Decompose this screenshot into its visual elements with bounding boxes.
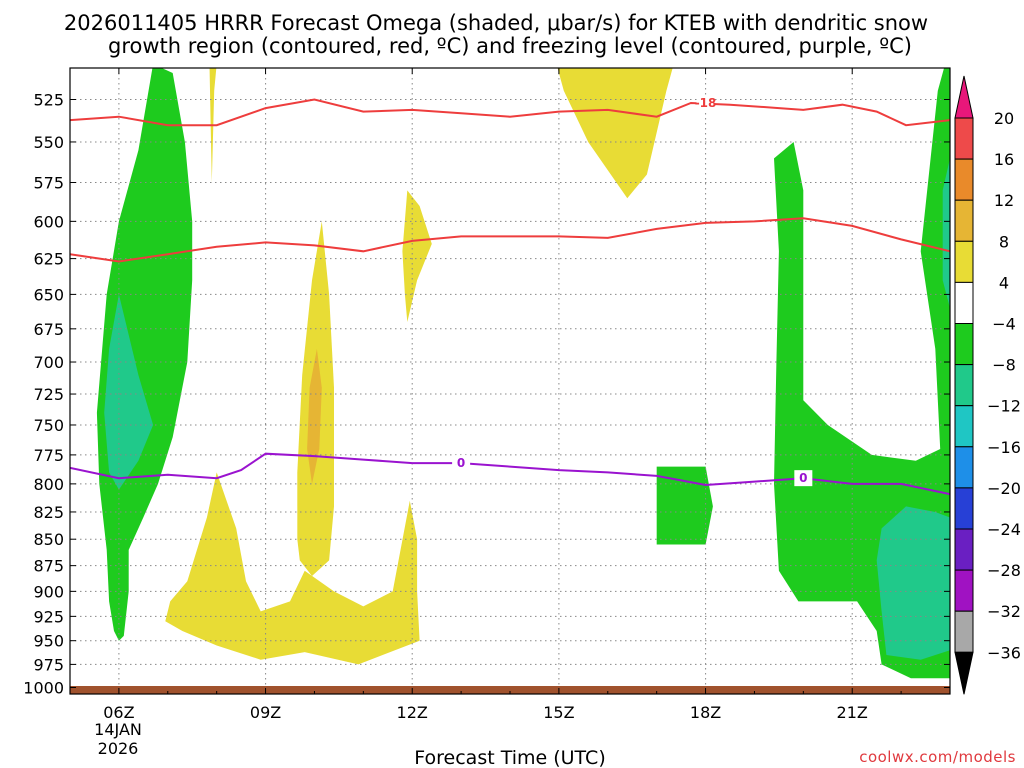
x-tick-label-09Z: 09Z <box>250 703 281 722</box>
colorbar-label-8: −16 <box>987 438 1021 457</box>
colorbar-bin-13 <box>954 610 974 653</box>
colorbar-label-5: −4 <box>992 315 1016 334</box>
y-tick-label-975: 975 <box>33 655 64 674</box>
contour-dgz-bottom <box>70 217 950 263</box>
omega-region-9 <box>656 466 713 545</box>
y-tick-label-575: 575 <box>33 174 64 193</box>
colorbar-bin-2 <box>954 158 974 201</box>
y-tick-label-875: 875 <box>33 557 64 576</box>
y-tick-label-925: 925 <box>33 607 64 626</box>
colorbar-cap-bottom <box>954 651 974 695</box>
colorbar-label-12: −32 <box>987 602 1021 621</box>
omega-region-8 <box>557 68 673 199</box>
x-tick-label-06Z: 06Z <box>103 703 134 722</box>
omega-region-12 <box>942 158 950 309</box>
y-tick-label-525: 525 <box>33 91 64 110</box>
x-tick-label-15Z: 15Z <box>543 703 574 722</box>
omega-region-1 <box>96 68 193 641</box>
y-tick-label-1000: 1000 <box>23 679 64 698</box>
colorbar-label-13: −36 <box>987 643 1021 662</box>
x-axis-label: Forecast Time (UTC) <box>414 747 605 768</box>
x-date-line-1: 14JAN <box>94 720 142 739</box>
colorbar-label-6: −8 <box>992 356 1016 375</box>
colorbar-bin-12 <box>954 569 974 612</box>
x-tick-label-18Z: 18Z <box>690 703 721 722</box>
colorbar-label-1: 16 <box>994 150 1014 169</box>
y-axis: 525 550 575 600 625 650 675 700 725 750 775 800 825 8… <box>23 91 950 698</box>
colorbar-bin-1 <box>954 117 974 160</box>
contour-label-bg-freezing-level-1 <box>794 470 813 487</box>
temperature-contours: -18 0 0 <box>70 94 950 496</box>
colorbar-label-10: −24 <box>987 520 1021 539</box>
colorbar-label-2: 12 <box>994 191 1014 210</box>
colorbar-label-3: 8 <box>999 232 1009 251</box>
colorbar-bin-9 <box>954 446 974 489</box>
y-tick-label-725: 725 <box>33 385 64 404</box>
contour-dgz-top <box>70 98 950 127</box>
y-tick-label-950: 950 <box>33 632 64 651</box>
y-tick-label-700: 700 <box>33 353 64 372</box>
colorbar-label-7: −12 <box>987 397 1021 416</box>
colorbar-bin-5 <box>954 281 974 324</box>
y-tick-label-625: 625 <box>33 250 64 269</box>
x-tick-label-21Z: 21Z <box>837 703 868 722</box>
colorbar-cap-top <box>954 75 974 119</box>
y-tick-label-850: 850 <box>33 530 64 549</box>
colorbar-label-4: 4 <box>999 273 1009 292</box>
chart-title-line-2: growth region (contoured, red, ºC) and f… <box>108 34 912 58</box>
contour-label-bg-freezing-level-0 <box>452 455 471 472</box>
source-credit: coolwx.com/models <box>859 748 1016 766</box>
colorbar-bin-11 <box>954 528 974 571</box>
y-tick-label-650: 650 <box>33 285 64 304</box>
contour-label-dgz-top-0: -18 <box>695 96 717 110</box>
colorbar-bin-7 <box>954 364 974 407</box>
y-tick-label-775: 775 <box>33 446 64 465</box>
colorbar-bin-8 <box>954 405 974 448</box>
x-date-line-2: 2026 <box>98 739 139 758</box>
grid-lines <box>70 68 950 694</box>
omega-region-7 <box>165 472 420 665</box>
omega-region-2 <box>104 294 154 490</box>
y-tick-label-900: 900 <box>33 582 64 601</box>
colorbar-label-11: −28 <box>987 561 1021 580</box>
x-tick-label-12Z: 12Z <box>397 703 428 722</box>
chart-title-line-1: 2026011405 HRRR Forecast Omega (shaded, … <box>64 11 928 35</box>
omega-region-5 <box>307 348 322 484</box>
y-tick-label-675: 675 <box>33 320 64 339</box>
y-tick-label-750: 750 <box>33 416 64 435</box>
omega-region-11 <box>876 506 950 660</box>
y-tick-label-550: 550 <box>33 133 64 152</box>
contour-label-freezing-level-0: 0 <box>457 456 465 470</box>
colorbar-label-0: 20 <box>994 109 1014 128</box>
y-tick-label-800: 800 <box>33 475 64 494</box>
terrain-band <box>70 686 950 694</box>
y-tick-label-825: 825 <box>33 503 64 522</box>
contour-label-freezing-level-1: 0 <box>799 471 807 485</box>
colorbar-bin-6 <box>954 323 974 366</box>
colorbar: 20 16 12 8 4 −4 −8 −12 −16 −20 −24 −28 −32 −36 <box>954 75 1021 695</box>
colorbar-bin-3 <box>954 199 974 242</box>
omega-region-6 <box>402 190 432 322</box>
omega-shading <box>96 68 950 679</box>
colorbar-bin-10 <box>954 487 974 530</box>
colorbar-bin-4 <box>954 240 974 283</box>
contour-label-bg-dgz-top-0 <box>696 94 715 111</box>
x-axis: 06Z 09Z 12Z 15Z 18Z 21Z <box>69 68 951 722</box>
contour-freezing-level <box>70 452 950 496</box>
y-tick-label-600: 600 <box>33 212 64 231</box>
colorbar-label-9: −20 <box>987 479 1021 498</box>
omega-region-3 <box>209 68 217 183</box>
